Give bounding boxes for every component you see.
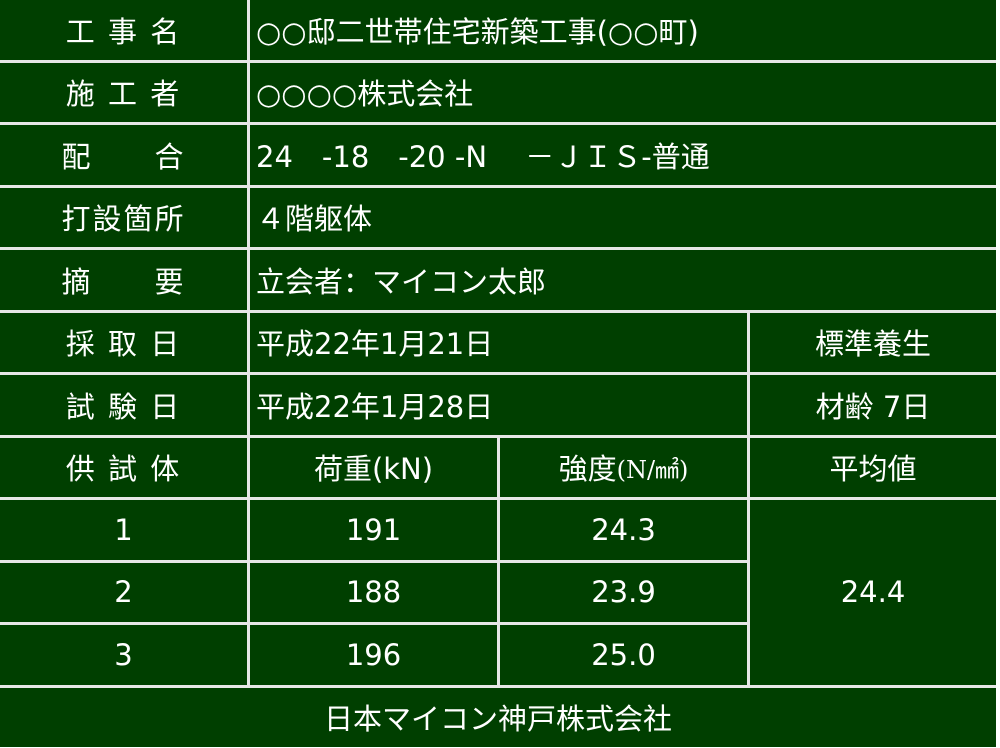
- load-header: 荷重(kN): [250, 437, 497, 497]
- location-label: 打設箇所: [0, 187, 247, 247]
- age: 材齢 7日: [750, 375, 996, 435]
- specimen-no: 2: [0, 562, 247, 622]
- mix-value: 24 -18 -20 -N －ＪＩＳ-普通: [250, 125, 996, 185]
- specimen-no: 3: [0, 625, 247, 685]
- strength-header-text: 強度: [558, 452, 617, 487]
- location-value: ４階躯体: [250, 187, 996, 247]
- specimen-load: 196: [250, 625, 497, 685]
- remarks-value: 立会者：マイコン太郎: [250, 250, 996, 310]
- specimen-strength: 23.9: [500, 562, 747, 622]
- specimen-no: 1: [0, 500, 247, 560]
- sampling-date: 平成22年1月21日: [250, 312, 747, 372]
- footer-company: 日本マイコン神戸株式会社: [0, 687, 996, 747]
- average-value: 24.4: [750, 500, 996, 685]
- specimen-load: 191: [250, 500, 497, 560]
- remarks-label: 摘 要: [0, 250, 247, 310]
- project-value: ○○邸二世帯住宅新築工事(○○町): [250, 0, 996, 60]
- specimen-strength: 24.3: [500, 500, 747, 560]
- sampling-label: 採 取 日: [0, 312, 247, 372]
- specimen-load: 188: [250, 562, 497, 622]
- mix-label: 配 合: [0, 125, 247, 185]
- curing-method: 標準養生: [750, 312, 996, 372]
- strength-unit: (N/㎟): [616, 455, 689, 484]
- specimen-header: 供 試 体: [0, 437, 247, 497]
- strength-header: 強度 (N/㎟): [500, 437, 747, 497]
- contractor-value: ○○○○株式会社: [250, 62, 996, 122]
- testing-label: 試 験 日: [0, 375, 247, 435]
- testing-date: 平成22年1月28日: [250, 375, 747, 435]
- contractor-label: 施 工 者: [0, 62, 247, 122]
- project-label: 工 事 名: [0, 0, 247, 60]
- average-header: 平均値: [750, 437, 996, 497]
- specimen-strength: 25.0: [500, 625, 747, 685]
